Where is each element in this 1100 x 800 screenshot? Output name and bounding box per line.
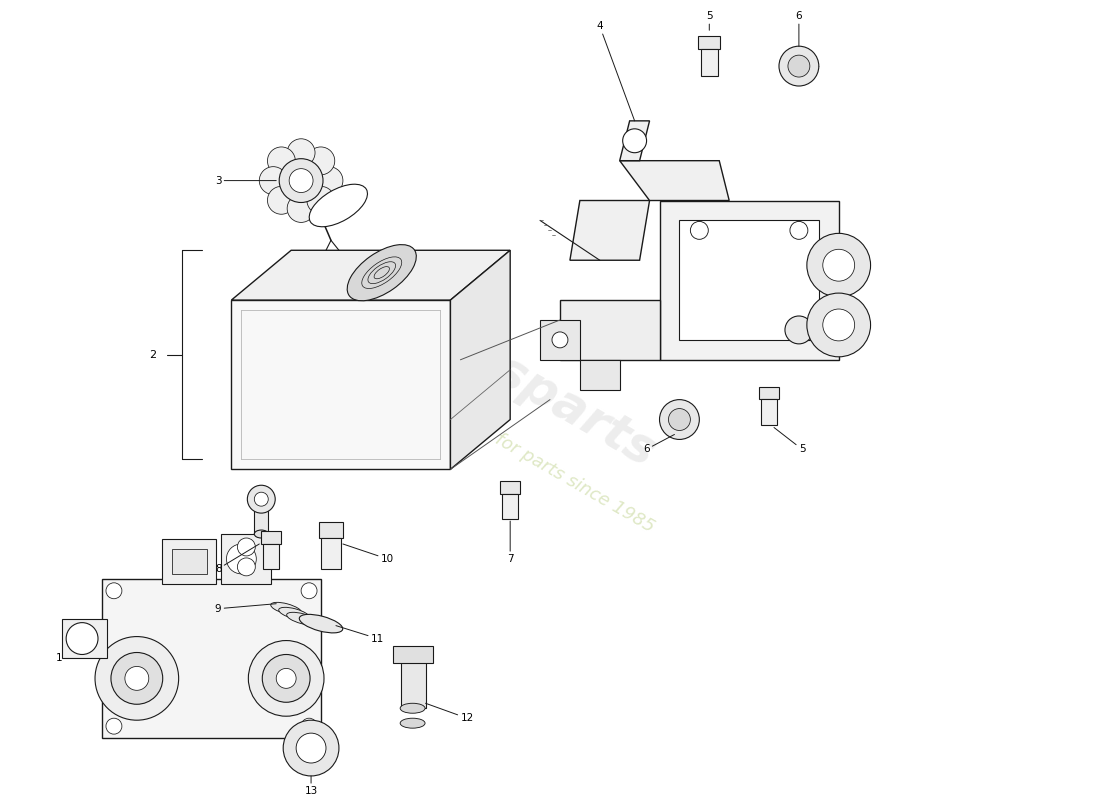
Polygon shape <box>231 300 450 470</box>
Text: 5: 5 <box>774 427 805 454</box>
Circle shape <box>779 46 818 86</box>
Bar <box>319 522 343 538</box>
Circle shape <box>289 169 314 193</box>
Ellipse shape <box>348 245 416 301</box>
Bar <box>162 539 217 584</box>
Bar <box>759 387 779 399</box>
Bar <box>393 646 432 663</box>
Circle shape <box>301 718 317 734</box>
Bar <box>500 482 520 494</box>
Circle shape <box>95 637 178 720</box>
Bar <box>400 658 426 708</box>
Circle shape <box>660 400 700 439</box>
Circle shape <box>227 544 256 574</box>
Polygon shape <box>540 320 580 360</box>
Text: 12: 12 <box>426 703 474 723</box>
Polygon shape <box>560 300 660 360</box>
Circle shape <box>66 622 98 654</box>
Circle shape <box>267 147 295 175</box>
Polygon shape <box>450 250 510 470</box>
Bar <box>254 504 268 534</box>
Circle shape <box>111 653 163 704</box>
Circle shape <box>106 718 122 734</box>
Circle shape <box>691 222 708 239</box>
Bar <box>698 36 720 49</box>
Circle shape <box>267 186 295 214</box>
Text: eurosparts: eurosparts <box>375 282 664 477</box>
Ellipse shape <box>254 530 268 538</box>
Circle shape <box>807 234 870 297</box>
Bar <box>221 534 272 584</box>
Text: 1: 1 <box>55 654 102 663</box>
Polygon shape <box>570 201 650 260</box>
Polygon shape <box>619 161 729 201</box>
Circle shape <box>823 309 855 341</box>
Circle shape <box>283 720 339 776</box>
Bar <box>63 618 107 658</box>
Circle shape <box>552 332 568 348</box>
Circle shape <box>287 194 315 222</box>
Text: 5: 5 <box>706 11 713 30</box>
Bar <box>321 538 341 569</box>
Bar <box>503 494 518 519</box>
Bar <box>102 579 321 738</box>
Circle shape <box>785 316 813 344</box>
Polygon shape <box>580 360 619 390</box>
Ellipse shape <box>400 703 425 714</box>
Text: 6: 6 <box>795 11 802 46</box>
Circle shape <box>287 138 315 166</box>
Circle shape <box>307 186 334 214</box>
Circle shape <box>790 222 807 239</box>
Circle shape <box>254 492 268 506</box>
Circle shape <box>301 583 317 598</box>
Circle shape <box>279 158 323 202</box>
Bar <box>262 531 282 544</box>
Polygon shape <box>619 121 650 161</box>
Circle shape <box>125 666 148 690</box>
Text: 9: 9 <box>214 604 276 614</box>
Text: 6: 6 <box>642 434 674 454</box>
Bar <box>172 549 207 574</box>
Ellipse shape <box>309 184 367 226</box>
Polygon shape <box>660 201 838 360</box>
Text: 3: 3 <box>214 175 276 186</box>
Circle shape <box>249 641 324 716</box>
Ellipse shape <box>278 607 309 620</box>
Circle shape <box>248 486 275 513</box>
Polygon shape <box>231 250 510 300</box>
Circle shape <box>307 147 334 175</box>
Bar <box>701 49 718 76</box>
Circle shape <box>238 558 255 576</box>
Circle shape <box>807 293 870 357</box>
Circle shape <box>315 166 343 194</box>
Ellipse shape <box>287 612 318 625</box>
Circle shape <box>623 129 647 153</box>
Text: 10: 10 <box>343 544 394 564</box>
Bar <box>263 544 279 569</box>
Circle shape <box>823 250 855 281</box>
Bar <box>761 399 777 425</box>
Circle shape <box>669 409 691 430</box>
Ellipse shape <box>271 602 301 615</box>
Circle shape <box>106 583 122 598</box>
Ellipse shape <box>299 614 343 633</box>
Text: go to  for parts since 1985: go to for parts since 1985 <box>442 402 658 537</box>
Polygon shape <box>680 221 818 340</box>
Circle shape <box>262 654 310 702</box>
Text: 2: 2 <box>150 350 156 360</box>
Circle shape <box>276 669 296 688</box>
Text: 11: 11 <box>336 626 384 643</box>
Ellipse shape <box>400 718 425 728</box>
Circle shape <box>238 538 255 556</box>
Circle shape <box>260 166 287 194</box>
Text: 7: 7 <box>507 521 514 564</box>
Text: 13: 13 <box>305 776 318 796</box>
Circle shape <box>788 55 810 77</box>
Text: 8: 8 <box>214 544 260 574</box>
Text: 4: 4 <box>596 22 635 121</box>
Circle shape <box>296 733 326 763</box>
